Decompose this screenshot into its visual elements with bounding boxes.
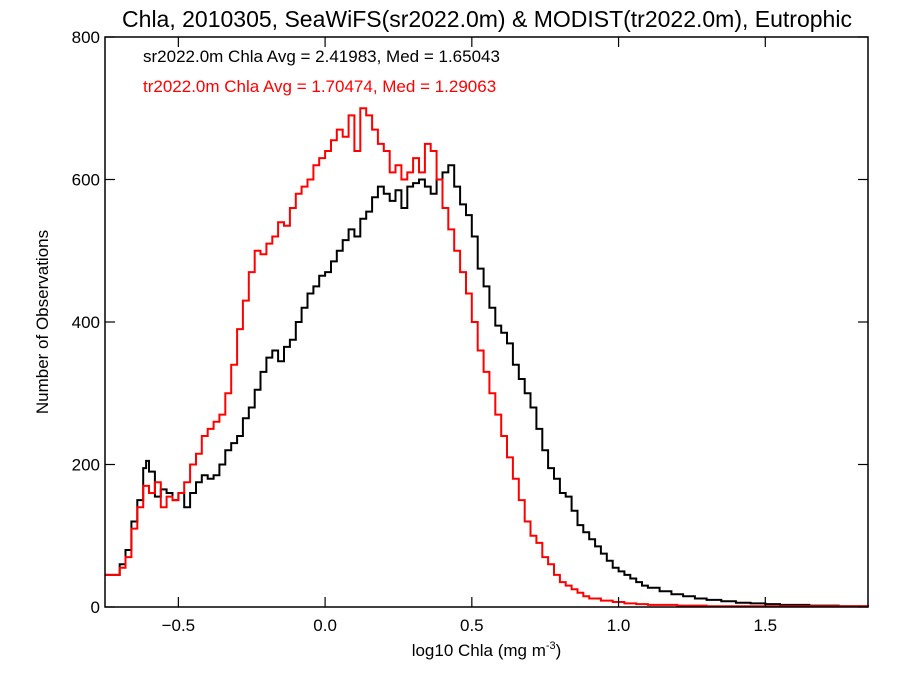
x-axis-label-main: log10 Chla (mg m xyxy=(412,641,546,660)
x-tick-label: 0.0 xyxy=(313,616,337,635)
x-axis-label-sup: -3 xyxy=(546,640,556,652)
plot-frame xyxy=(104,36,869,608)
y-tick-label: 600 xyxy=(72,171,100,190)
x-axis-label-end: ) xyxy=(556,641,562,660)
stats-annotation-tr: tr2022.0m Chla Avg = 1.70474, Med = 1.29… xyxy=(143,77,496,96)
y-tick-label: 400 xyxy=(72,313,100,332)
x-tick-label: 0.5 xyxy=(460,616,484,635)
chart-title: Chla, 2010305, SeaWiFS(sr2022.0m) & MODI… xyxy=(122,6,852,32)
series-line-0 xyxy=(105,164,869,608)
x-tick-label: 1.5 xyxy=(753,616,777,635)
stats-annotation-sr: sr2022.0m Chla Avg = 2.41983, Med = 1.65… xyxy=(143,47,500,66)
x-axis-label: log10 Chla (mg m-3) xyxy=(412,640,562,660)
series-line-1 xyxy=(105,107,869,608)
y-tick-label: 800 xyxy=(72,28,100,47)
y-axis-label: Number of Observations xyxy=(33,230,52,414)
ticks-layer: −0.5 0.0 0.5 1.0 1.5 0 200 400 600 800 xyxy=(72,28,868,635)
series-layer xyxy=(105,107,869,608)
y-tick-label: 0 xyxy=(91,598,100,617)
x-tick-label: 1.0 xyxy=(607,616,631,635)
x-tick-label: −0.5 xyxy=(162,616,196,635)
y-tick-label: 200 xyxy=(72,456,100,475)
